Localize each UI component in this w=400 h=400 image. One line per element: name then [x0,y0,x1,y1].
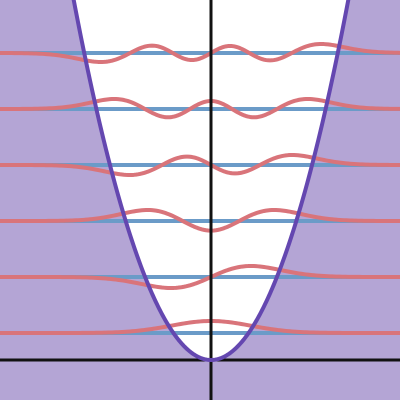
wavefunction-1 [0,264,400,290]
wavefunction-0 [0,319,400,335]
wavefunction-2 [0,208,400,233]
potential-well-curve [71,0,351,362]
potential-well-fill-left [0,0,211,400]
wavefunction-5 [0,42,400,64]
wavefunctions [0,42,400,335]
potential-well-fill-right [211,0,400,400]
wavefunction-3 [0,153,400,177]
wavefunction-4 [0,97,400,120]
